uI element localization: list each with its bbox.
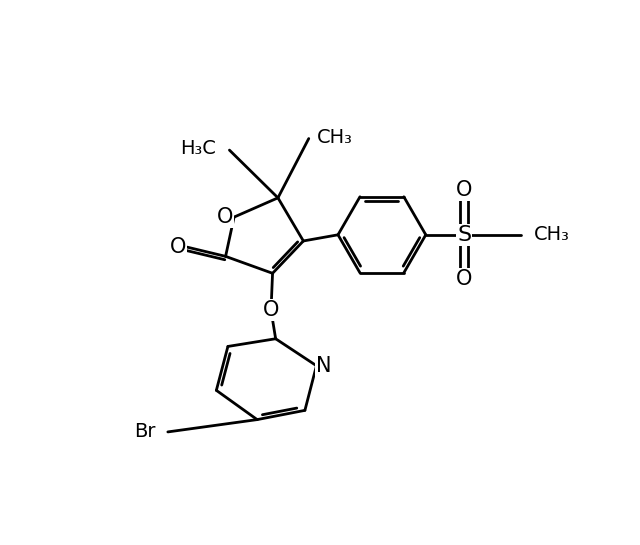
Text: O: O — [216, 207, 233, 227]
Text: CH₃: CH₃ — [316, 128, 353, 147]
Text: S: S — [457, 225, 471, 245]
Text: O: O — [263, 300, 279, 320]
Text: N: N — [316, 356, 332, 376]
Text: CH₃: CH₃ — [534, 225, 570, 244]
Text: O: O — [170, 237, 186, 257]
Text: O: O — [456, 269, 472, 289]
Text: H₃C: H₃C — [180, 139, 216, 158]
Text: Br: Br — [134, 422, 156, 441]
Text: O: O — [456, 180, 472, 200]
